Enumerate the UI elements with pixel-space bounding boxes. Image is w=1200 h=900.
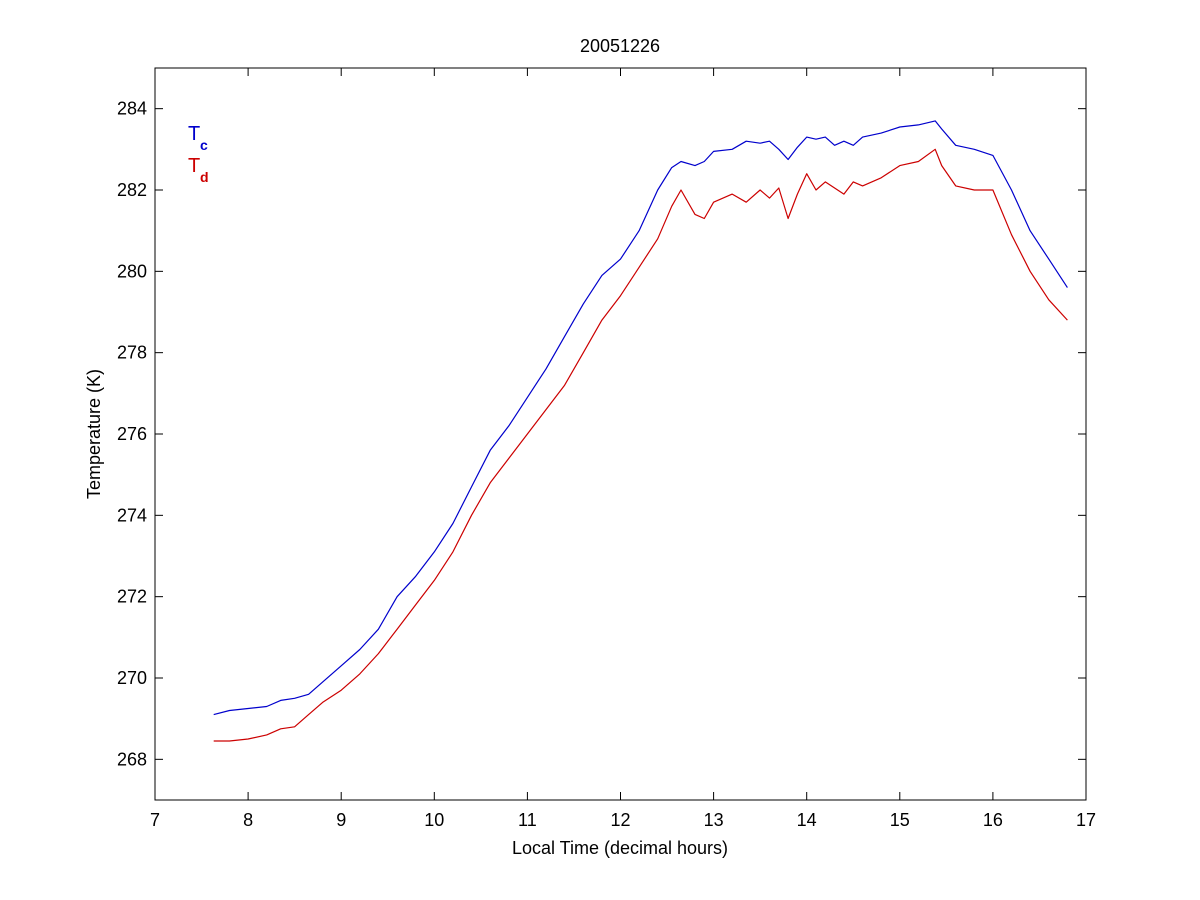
y-tick-label: 272 [117,587,147,607]
x-tick-label: 13 [704,810,724,830]
x-tick-label: 9 [336,810,346,830]
legend-subscript-c: c [200,137,208,153]
x-tick-label: 7 [150,810,160,830]
x-tick-label: 11 [518,810,537,830]
plot-area [154,67,1087,801]
y-tick-label: 278 [117,343,147,363]
chart-title: 20051226 [580,36,660,56]
y-tick-label: 280 [117,261,147,281]
y-tick-label: 270 [117,668,147,688]
x-tick-label: 14 [797,810,817,830]
legend-entry-c: T [188,123,200,145]
y-axis-label: Temperature (K) [84,369,104,499]
x-tick-label: 8 [243,810,253,830]
series-line-c [213,120,1068,716]
y-tick-label: 268 [117,749,147,769]
x-tick-label: 10 [424,810,444,830]
y-tick-label: 282 [117,180,147,200]
x-tick-label: 15 [890,810,910,830]
x-tick-label: 16 [983,810,1003,830]
legend-subscript-d: d [200,169,209,185]
y-tick-label: 274 [117,505,147,525]
legend-entry-d: T [188,155,200,177]
x-tick-label: 12 [610,810,630,830]
series-line-d [213,148,1068,742]
x-tick-label: 17 [1076,810,1096,830]
x-axis: 7 8 9 10 11 12 13 14 15 16 17 [150,68,1096,830]
y-tick-label: 276 [117,424,147,444]
y-tick-label: 284 [117,99,147,119]
series-layer [213,120,1068,742]
x-axis-label: Local Time (decimal hours) [512,838,728,858]
y-axis: 268 270 272 274 276 278 280 282 284 [117,99,1086,769]
